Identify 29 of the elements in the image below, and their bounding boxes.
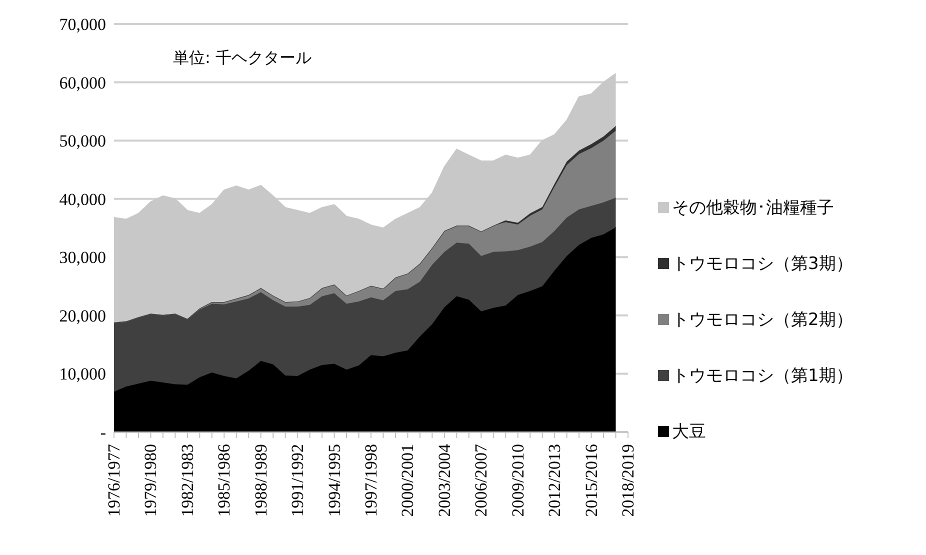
- y-tick-label: -: [100, 423, 106, 442]
- x-tick-label: 2012/2013: [545, 444, 564, 517]
- x-tick-label: 1976/1977: [104, 444, 124, 517]
- legend-label: トウモロコシ（第2期）: [672, 308, 853, 330]
- y-tick-label: 70,000: [59, 15, 106, 34]
- annotation: 単位: 千ヘクタール: [173, 48, 312, 67]
- x-tick-label: 2000/2001: [398, 444, 418, 517]
- x-tick-label: 2018/2019: [618, 444, 638, 517]
- x-tick-label: 2006/2007: [472, 444, 491, 517]
- x-tick-label: 1997/1998: [362, 444, 380, 517]
- legend-label: その他穀物･油糧種子: [672, 196, 834, 218]
- x-tick-label: 1982/1983: [178, 444, 197, 517]
- legend-label: トウモロコシ（第1期）: [672, 364, 853, 386]
- x-tick-label: 1979/1980: [141, 444, 160, 517]
- legend-label: トウモロコシ（第3期）: [672, 252, 853, 274]
- legend-label: 大豆: [672, 420, 706, 442]
- y-tick-label: 50,000: [59, 132, 106, 151]
- y-tick-label: 40,000: [59, 190, 106, 209]
- x-tick-label: 1985/1986: [214, 444, 234, 517]
- x-tick-label: 2003/2004: [434, 444, 454, 517]
- x-tick-label: 1988/1989: [251, 444, 270, 517]
- y-tick-label: 10,000: [59, 364, 106, 384]
- x-tick-label: 2009/2010: [508, 444, 528, 517]
- x-tick-label: 1994/1995: [324, 444, 344, 517]
- y-tick-label: 30,000: [59, 248, 106, 268]
- x-tick-label: 2015/2016: [582, 444, 601, 517]
- y-tick-label: 20,000: [59, 306, 106, 326]
- x-tick-label: 1991/1992: [288, 444, 308, 517]
- y-tick-label: 60,000: [59, 73, 106, 92]
